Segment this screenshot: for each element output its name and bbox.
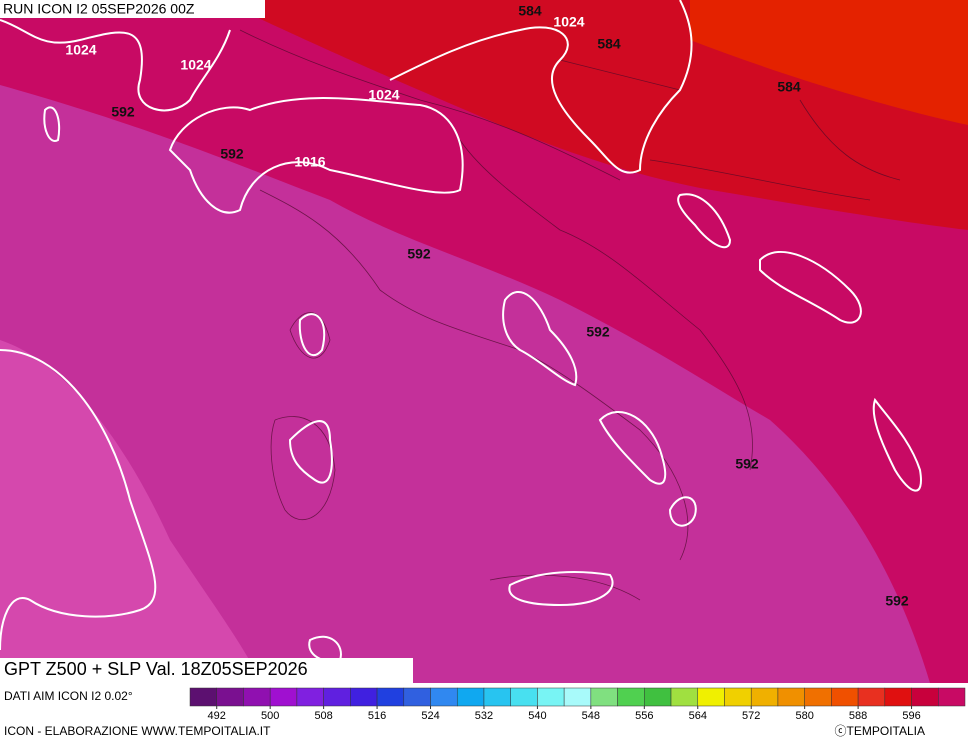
colorbar-tick-label: 572 xyxy=(742,710,760,722)
contour-label: 584 xyxy=(777,79,801,95)
colorbar-swatch xyxy=(857,687,886,707)
contour-label: 592 xyxy=(885,593,909,609)
colorbar-swatch xyxy=(216,687,244,707)
colorbar-swatch xyxy=(777,687,805,707)
contour-label: 592 xyxy=(407,246,431,262)
contour-label: 1024 xyxy=(180,57,211,73)
colorbar: 492 500 508 516 524 532 540 548 556 564 572 580 588 5… xyxy=(189,687,966,722)
colorbar-swatch xyxy=(510,687,538,707)
footer-left: ICON - ELABORAZIONE WWW.TEMPOITALIA.IT xyxy=(4,724,271,738)
footer-right: ⓒTEMPOITALIA xyxy=(835,724,925,738)
colorbar-swatch xyxy=(670,687,699,707)
colorbar-tick-label: 524 xyxy=(421,710,439,722)
contour-label: 592 xyxy=(586,324,610,340)
field-596-600 xyxy=(0,340,262,683)
colorbar-swatch xyxy=(456,687,485,707)
colorbar-swatch xyxy=(884,687,912,707)
colorbar-swatch xyxy=(403,687,431,707)
colorbar-tick-label: 540 xyxy=(528,710,546,722)
colorbar-tick-label: 556 xyxy=(635,710,653,722)
colorbar-tick-label: 492 xyxy=(208,710,226,722)
colorbar-swatch xyxy=(644,687,672,707)
contour-label: 592 xyxy=(220,146,244,162)
colorbar-swatch xyxy=(911,687,939,707)
colorbar-swatch xyxy=(831,687,859,707)
colorbar-swatch xyxy=(563,687,592,707)
field-580-584 xyxy=(690,0,968,125)
colorbar-swatch xyxy=(376,687,405,707)
colorbar-swatch xyxy=(590,687,618,707)
contour-labels: 584 1024 584 1024 1024 592 1024 584 592 1016 592 59… xyxy=(65,3,908,609)
colorbar-swatch xyxy=(269,687,298,707)
colorbar-swatch xyxy=(243,687,271,707)
contour-label: 592 xyxy=(735,456,759,472)
contour-label: 1024 xyxy=(65,42,96,58)
map-area: 584 1024 584 1024 1024 592 1024 584 592 1016 592 59… xyxy=(0,0,968,683)
colorbar-swatch xyxy=(724,687,752,707)
title-box xyxy=(0,658,413,684)
colorbar-swatch xyxy=(296,687,324,707)
contour-label: 1016 xyxy=(294,154,325,170)
colorbar-swatch xyxy=(189,687,217,707)
colorbar-swatch xyxy=(430,687,458,707)
colorbar-tick-label: 596 xyxy=(902,710,920,722)
colorbar-tick-label: 508 xyxy=(314,710,332,722)
colorbar-swatch xyxy=(537,687,565,707)
colorbar-swatch xyxy=(350,687,378,707)
colorbar-swatch xyxy=(697,687,725,707)
colorbar-swatch xyxy=(750,687,779,707)
colorbar-tick-label: 588 xyxy=(849,710,867,722)
header-box xyxy=(0,0,265,18)
colorbar-swatch xyxy=(938,687,966,707)
colorbar-swatch xyxy=(804,687,832,707)
colorbar-tick-label: 516 xyxy=(368,710,386,722)
run-label: RUN ICON I2 05SEP2026 00Z xyxy=(3,1,195,17)
colorbar-swatch xyxy=(483,687,511,707)
contour-label: 1024 xyxy=(553,14,584,30)
contour-label: 1024 xyxy=(368,87,399,103)
colorbar-tick-label: 500 xyxy=(261,710,279,722)
contour-label: 584 xyxy=(518,3,542,19)
colorbar-tick-label: 548 xyxy=(582,710,600,722)
colorbar-tick-label: 580 xyxy=(795,710,813,722)
contour-label: 584 xyxy=(597,36,621,52)
colorbar-tick-label: 532 xyxy=(475,710,493,722)
colorbar-swatch xyxy=(617,687,645,707)
colorbar-tick-label: 564 xyxy=(689,710,707,722)
map-title: GPT Z500 + SLP Val. 18Z05SEP2026 xyxy=(4,659,308,679)
contour-label: 592 xyxy=(111,104,135,120)
colorbar-swatch xyxy=(323,687,351,707)
source-label: DATI AIM ICON I2 0.02° xyxy=(4,689,133,703)
